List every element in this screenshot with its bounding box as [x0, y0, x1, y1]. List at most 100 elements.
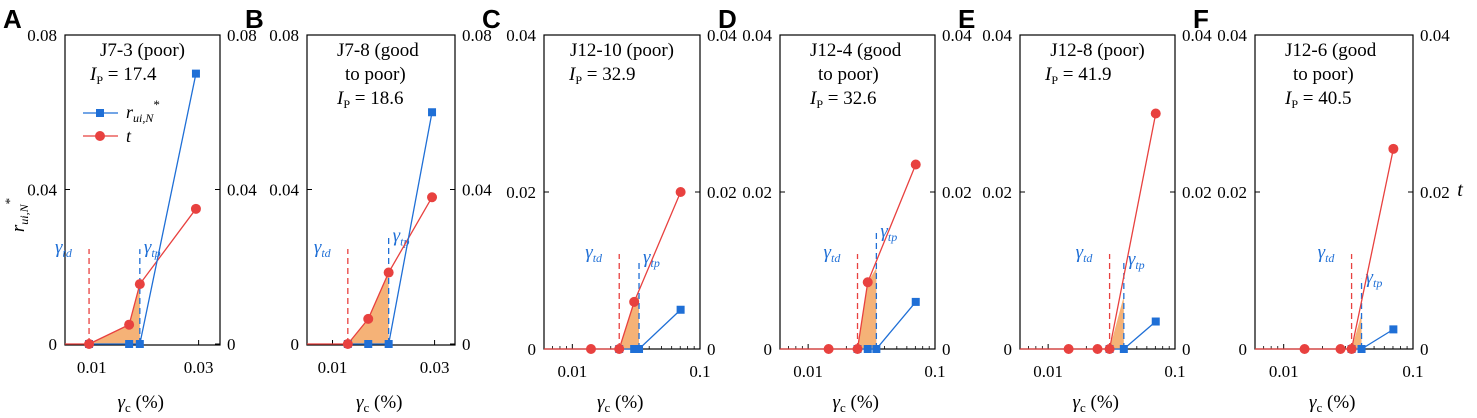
- y-tick-label-left: 0.04: [982, 26, 1012, 45]
- x-axis-label: γc (%): [1073, 392, 1120, 415]
- gamma-tp-label: γtp: [393, 226, 410, 249]
- gamma-tp-label: γtp: [144, 237, 161, 260]
- y-tick-label-left: 0.02: [982, 183, 1012, 202]
- y-axis-label-sub: ui,N: [17, 203, 31, 224]
- x-axis-label-unit: (%): [1086, 392, 1119, 413]
- y-tick-label-left: 0.04: [742, 26, 772, 45]
- series-line-red: [590, 191, 682, 350]
- gamma-tp-label-sub: tp: [651, 256, 660, 270]
- data-point-red: [1388, 143, 1399, 154]
- ip-label-main: I: [1284, 88, 1293, 109]
- x-tick-label: 0.1: [1164, 362, 1185, 381]
- data-point-blue: [676, 305, 685, 314]
- y-tick-label-left: 0: [49, 335, 58, 354]
- x-axis-label-unit: (%): [131, 392, 164, 413]
- panel-letter: B: [245, 4, 264, 34]
- data-point-blue: [872, 345, 881, 353]
- x-axis-label-sub: c: [605, 400, 611, 415]
- panel-letter: A: [3, 4, 22, 34]
- data-point-blue: [125, 340, 134, 348]
- y-tick-label-right: 0.08: [227, 26, 257, 45]
- data-point-red: [190, 203, 201, 214]
- data-point-blue: [1357, 345, 1366, 353]
- y-tick-label-left: 0.08: [27, 26, 57, 45]
- y-axis-label-main: r: [8, 224, 29, 232]
- y-axis-label-sup: *: [2, 198, 17, 205]
- y-tick-label-left: 0: [764, 340, 773, 359]
- data-point-red: [1104, 344, 1115, 354]
- data-point-red: [585, 344, 596, 354]
- x-tick-label: 0.1: [924, 362, 945, 381]
- gamma-td-label: γtd: [55, 237, 73, 260]
- data-point-red: [823, 344, 834, 354]
- gamma-td-label-sub: td: [593, 251, 603, 265]
- gamma-tp-label: γtp: [1128, 249, 1145, 272]
- x-axis-label-main: γ: [1309, 392, 1317, 413]
- shaded-area: [1109, 296, 1124, 349]
- data-point-red: [124, 319, 135, 330]
- series-line-red: [828, 164, 917, 350]
- y-axis-label-right: t: [1457, 179, 1463, 201]
- x-axis-label-sub: c: [1317, 400, 1323, 415]
- ip-label-main: I: [1044, 64, 1053, 85]
- ip-label: IP = 41.9: [1044, 64, 1111, 87]
- y-tick-label-left: 0.04: [27, 181, 57, 200]
- data-point-red: [363, 313, 374, 324]
- panel-title-line2: to poor): [818, 64, 879, 85]
- data-point-blue: [1119, 345, 1128, 353]
- ip-label-sub: P: [1051, 73, 1058, 87]
- data-point-red: [1299, 344, 1310, 354]
- panel-title: J12-8 (poor): [1050, 40, 1144, 61]
- data-point-red: [1150, 108, 1161, 119]
- x-tick-label: 0.1: [689, 362, 710, 381]
- legend-label-red: t: [126, 126, 132, 146]
- x-axis-label-sub: c: [364, 400, 370, 415]
- data-point-blue: [863, 345, 872, 353]
- data-point-blue: [428, 108, 437, 117]
- y-tick-label-left: 0: [1239, 340, 1248, 359]
- y-tick-label-right: 0.02: [1182, 183, 1212, 202]
- y-tick-label-left: 0.04: [269, 181, 299, 200]
- legend: rui,N*t: [83, 97, 160, 146]
- gamma-tp-label-sub: tp: [888, 230, 897, 244]
- shaded-area: [347, 272, 389, 344]
- gamma-tp-label-main: γ: [393, 226, 401, 247]
- data-point-red: [1063, 344, 1074, 354]
- gamma-tp-label: γtp: [643, 247, 660, 270]
- gamma-td-label-main: γ: [1076, 242, 1084, 263]
- x-axis-label-sub: c: [125, 400, 131, 415]
- y-tick-label-left: 0.02: [506, 183, 536, 202]
- ip-label-value: = 32.9: [582, 64, 635, 85]
- ip-label-sub: P: [343, 97, 350, 111]
- ip-label: IP = 18.6: [336, 88, 403, 111]
- gamma-tp-label-main: γ: [880, 221, 888, 242]
- data-point-red: [427, 192, 438, 203]
- data-point-red: [1335, 344, 1346, 354]
- panel-letter: E: [958, 4, 975, 34]
- shaded-area: [857, 267, 877, 349]
- x-tick-label: 0.1: [1402, 362, 1423, 381]
- y-tick-label-right: 0: [942, 340, 951, 359]
- y-tick-label-left: 0: [291, 335, 300, 354]
- x-axis-label-unit: (%): [846, 392, 879, 413]
- gamma-td-label-main: γ: [824, 242, 832, 263]
- gamma-tp-label-main: γ: [1128, 249, 1136, 270]
- data-point-blue: [135, 340, 144, 348]
- y-axis-label-left: rui,N*: [2, 198, 31, 232]
- y-tick-label-right: 0: [707, 340, 716, 359]
- gamma-td-label-sub: td: [1325, 251, 1335, 265]
- legend-marker-blue: [96, 109, 104, 117]
- x-tick-label: 0.01: [1269, 362, 1299, 381]
- x-axis-label: γc (%): [118, 392, 165, 415]
- y-tick-label-right: 0.04: [1420, 26, 1450, 45]
- panel-letter: F: [1193, 4, 1209, 34]
- y-tick-label-left: 0: [1004, 340, 1013, 359]
- x-tick-label: 0.01: [77, 358, 107, 377]
- y-tick-label-right: 0.02: [942, 183, 972, 202]
- series-line-blue: [857, 301, 917, 350]
- x-axis-label-unit: (%): [1322, 392, 1355, 413]
- data-point-blue: [1151, 317, 1160, 326]
- ip-label-sub: P: [575, 73, 582, 87]
- ip-label-main: I: [336, 88, 345, 109]
